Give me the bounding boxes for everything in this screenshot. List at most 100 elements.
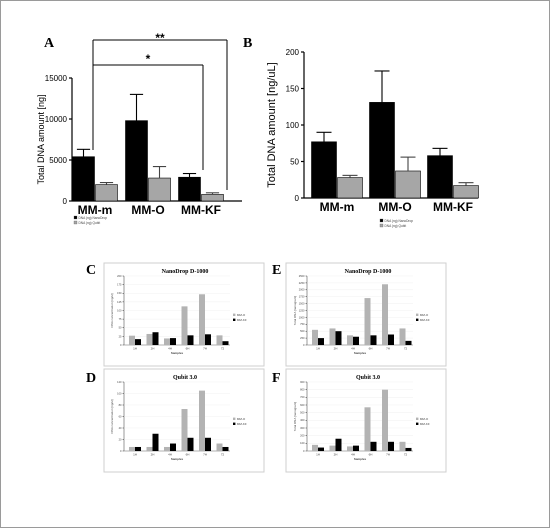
y-tick-label: 100 (286, 121, 300, 130)
y-tick-label: 20 (119, 437, 122, 441)
y-tick-label: 200 (286, 48, 300, 57)
y-tick-label: 100 (300, 441, 305, 445)
y-tick-label: 150 (286, 84, 300, 93)
chart-title: NanoDrop D-1000 (345, 269, 392, 275)
category-label: MM-KF (433, 200, 473, 214)
category-label: 7H (386, 347, 390, 351)
y-tick-label: 50 (290, 157, 299, 166)
legend-label: MM-KF (420, 318, 430, 322)
category-label: 7H (203, 347, 207, 351)
x-axis-label: Samples (354, 457, 367, 461)
panel-letter-f: F (272, 371, 281, 386)
bar-e-0-0 (312, 329, 318, 345)
bar-e-0-3 (364, 298, 371, 345)
chart-title: Qubit 3.0 (173, 375, 197, 381)
category-label: 4H (351, 453, 355, 457)
bar-c-1-5 (222, 341, 229, 345)
category-label: 2H (151, 453, 155, 457)
y-tick-label: 50 (119, 326, 122, 330)
bar-c-0-1 (146, 333, 153, 345)
category-label: 72 (221, 347, 225, 351)
bar-e-1-2 (353, 336, 359, 345)
legend-label: MM-KF (237, 422, 247, 426)
legend-swatch (233, 318, 236, 321)
y-axis-label: Total DNA amount [ng] (36, 94, 46, 184)
legend: MM-OMM-KF (233, 417, 247, 426)
y-tick-label: 700 (300, 395, 305, 399)
chart-title: NanoDrop D-1000 (162, 269, 209, 275)
y-tick-label: 80 (119, 403, 122, 407)
y-axis-label: DNA concentration [ng/ul] (110, 399, 114, 433)
bar-f-1-2 (353, 445, 359, 451)
chart-b: 0 50 100 150 200 Total DNA amount [ng/uL] MM-m… (266, 48, 479, 228)
y-tick-label: 900 (300, 380, 305, 384)
y-tick-label: 175 (117, 283, 122, 287)
category-label: 72 (404, 453, 408, 457)
bar-e-1-4 (388, 334, 394, 345)
category-label: 6H (369, 453, 373, 457)
bar-d-1-2 (170, 443, 176, 451)
legend-swatch (379, 218, 384, 223)
bar-a-1-0 (95, 184, 118, 202)
category-label: 2H (334, 453, 338, 457)
y-tick-label: 40 (119, 426, 122, 430)
bar-e-1-0 (318, 338, 324, 345)
y-tick-label: 500 (300, 329, 305, 333)
y-tick-label: 200 (117, 274, 122, 278)
bar-e-0-2 (347, 335, 353, 345)
bar-b-0-1 (369, 102, 395, 199)
y-axis-label: Total DNA amount [ng/uL] (266, 62, 278, 187)
y-tick-label: 125 (117, 300, 122, 304)
bar-e-0-5 (399, 328, 406, 345)
bar-b-0-0 (311, 141, 337, 199)
category-label: 2H (334, 347, 338, 351)
y-tick-label: 0 (295, 194, 300, 203)
y-tick-label: 1750 (299, 295, 305, 299)
bar-c-0-5 (216, 335, 223, 345)
significance-double-star: ** (155, 31, 165, 45)
chart-a: 0 5000 10000 15000 Total DNA amount [ng] MM-m… (36, 74, 242, 225)
legend-swatch (416, 313, 419, 316)
y-tick-label: 200 (300, 434, 305, 438)
category-label: 1H (133, 347, 137, 351)
chart-title: Qubit 3.0 (356, 375, 380, 381)
y-tick-label: 2500 (299, 274, 305, 278)
legend-label: MM-O (420, 417, 429, 421)
y-tick-label: 0 (63, 197, 68, 206)
legend-swatch (416, 318, 419, 321)
y-tick-label: 400 (300, 418, 305, 422)
bar-c-1-3 (187, 335, 194, 345)
panel-letter-a: A (44, 36, 55, 51)
y-axis-label: Total DNA [nanogram] (293, 402, 297, 432)
legend: MM-OMM-KF (416, 313, 430, 322)
bar-d-1-4 (205, 437, 211, 451)
category-label: 1H (316, 347, 320, 351)
bar-f-1-4 (388, 441, 394, 451)
bar-e-1-5 (405, 340, 412, 345)
bar-d-0-1 (146, 446, 153, 451)
y-tick-label: 600 (300, 403, 305, 407)
bar-c-0-3 (181, 306, 188, 345)
category-label: 6H (186, 347, 190, 351)
legend-label: MM-O (237, 313, 246, 317)
legend-swatch (233, 422, 236, 425)
significance-bracket-inner (93, 64, 204, 170)
category-label: 2H (151, 347, 155, 351)
y-tick-label: 100 (117, 308, 122, 312)
y-tick-label: 1500 (299, 302, 305, 306)
legend-label: DNA (ng) Qubit (79, 221, 101, 225)
bar-b-1-1 (395, 170, 421, 199)
significance-single-star: * (146, 52, 151, 66)
legend: MM-OMM-KF (233, 313, 247, 322)
category-label: 4H (351, 347, 355, 351)
y-tick-label: 15000 (45, 74, 68, 83)
bar-f-1-5 (405, 447, 412, 451)
panel-letter-b: B (243, 36, 252, 51)
bar-c-1-0 (135, 339, 141, 345)
chart-c: 0 25 50 75 100 125 150 175 200 DNA concentration … (110, 269, 247, 355)
legend-swatch (233, 417, 236, 420)
category-label: MM-m (320, 200, 355, 214)
legend-label: MM-KF (420, 422, 430, 426)
